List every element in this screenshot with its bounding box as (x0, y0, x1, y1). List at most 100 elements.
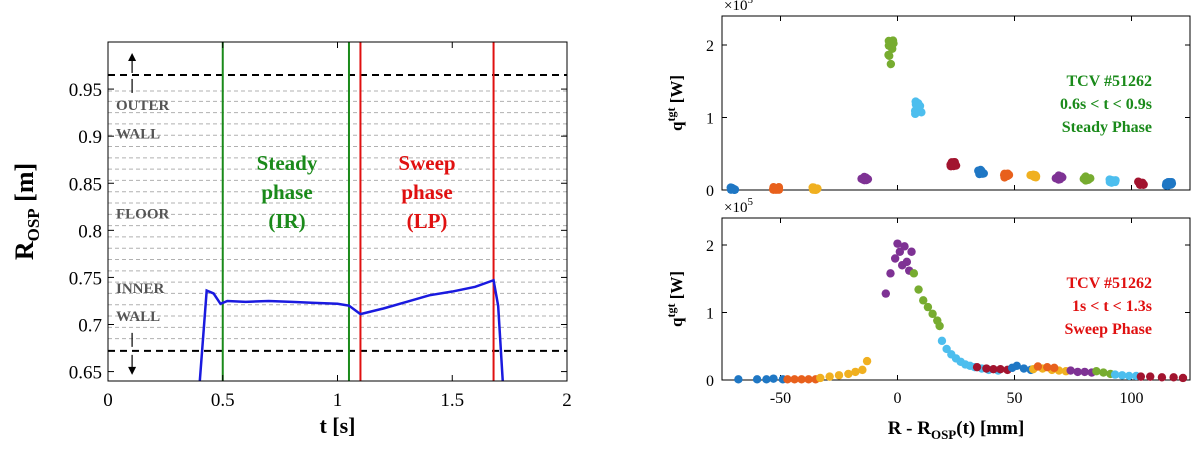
xtick-label-3: 100 (1120, 390, 1144, 407)
xtick-label-1: 0 (894, 390, 902, 407)
data-point-9-0 (1033, 362, 1043, 371)
x-axis-label: t [s] (319, 413, 355, 438)
data-point-2-0 (816, 373, 825, 383)
data-point-1-2 (797, 375, 806, 384)
data-point-5-0 (937, 336, 947, 346)
data-point-13-1 (1146, 372, 1155, 381)
data-point-5-8 (915, 101, 925, 111)
ytick-label-1: 1 (706, 306, 714, 323)
data-point-4-6 (884, 50, 893, 60)
data-point-7-2 (1019, 364, 1029, 373)
data-point-2-2 (834, 371, 844, 380)
data-point-12-2 (1124, 371, 1134, 381)
ytick-label-2: 2 (706, 238, 714, 255)
y-multiplier: ×105 (724, 0, 753, 14)
data-point-4-8 (884, 36, 894, 46)
data-point-9-1 (1043, 362, 1052, 372)
data-point-4-6 (935, 321, 944, 331)
annotation-line-0: TCV #51262 (1067, 73, 1153, 90)
data-point-4-3 (923, 302, 933, 312)
right-bottom-chart-sweep-phase: 0 1 2 -50 0 50 100 ×105 qtgt [W] TCV #51262 1s < t… (664, 196, 1191, 442)
data-point-0-8 (730, 185, 740, 194)
region-label-2-line2: WALL (116, 309, 160, 325)
data-point-6-2 (989, 365, 998, 374)
data-point-1-1 (790, 375, 799, 384)
ytick-label-6: 0.95 (69, 80, 102, 101)
data-point-11-0 (1092, 367, 1101, 376)
data-point-10-8 (1055, 174, 1065, 184)
ytick-label-3: 0.8 (78, 221, 102, 242)
y-axis-label: ROSP [m] (10, 163, 43, 260)
data-point-10-1 (1073, 367, 1082, 377)
data-point-0-1 (752, 375, 762, 384)
data-point-12-1 (1117, 371, 1127, 380)
data-point-3-3 (893, 239, 902, 248)
data-point-10-2 (1080, 367, 1089, 377)
data-point-3-0 (881, 289, 890, 298)
right-top-chart-steady-phase: 0 1 2 ×105 qtgt [W] TCV #51262 0.6s < t < 0.9s… (664, 0, 1191, 200)
annotation-line-0: TCV #51262 (1067, 275, 1153, 292)
data-point-2-3 (844, 369, 853, 379)
phase-label-1-1: phase (401, 180, 452, 204)
data-point-11-8 (1083, 174, 1092, 184)
data-point-0-0 (734, 375, 743, 384)
data-point-1-3 (804, 375, 813, 384)
annotation-line-1: 1s < t < 1.3s (1072, 298, 1152, 315)
data-point-3-6 (900, 242, 909, 251)
data-point-7-1 (1012, 361, 1022, 371)
x-axis-label: R - ROSP(t) [mm] (888, 418, 1025, 442)
data-point-14-8 (1167, 179, 1177, 188)
data-point-13-4 (1178, 373, 1188, 383)
data-point-1-0 (783, 375, 792, 384)
ytick-label-2: 0.75 (69, 268, 102, 289)
region-label-1: FLOOR (116, 206, 170, 222)
data-point-3-9 (907, 247, 916, 256)
data-point-7-8 (976, 165, 985, 175)
data-point-3-2 (890, 254, 900, 263)
data-point-6-3 (996, 365, 1005, 374)
data-point-3-7 (902, 257, 912, 267)
data-point-2-6 (862, 356, 872, 366)
phase-label-0-0: Steady (257, 151, 318, 175)
ytick-label-2: 2 (706, 38, 714, 55)
data-point-1-8 (771, 185, 780, 194)
ytick-label-0: 0 (706, 183, 714, 200)
rosp-series-line (198, 278, 504, 381)
region-label-0: OUTER (116, 98, 170, 114)
data-point-5-7 (911, 109, 920, 119)
xtick-label-4: 2 (562, 390, 572, 411)
data-point-13-8 (1134, 177, 1144, 187)
data-point-2-8 (808, 185, 818, 194)
data-point-4-4 (886, 59, 896, 69)
data-point-4-1 (914, 285, 923, 294)
ytick-label-0: 0.65 (69, 363, 102, 384)
left-plot-frame (107, 41, 568, 382)
xtick-label-2: 1 (333, 390, 343, 411)
xtick-label-2: 50 (1007, 390, 1023, 407)
data-point-6-1 (982, 364, 991, 373)
plot-frame (721, 15, 1191, 191)
region-label-2: INNER (116, 281, 165, 297)
data-point-10-0 (1066, 366, 1075, 375)
phase-label-1-0: Sweep (398, 151, 455, 175)
plot-frame (721, 217, 1191, 381)
xtick-label-0: 0 (103, 390, 113, 411)
data-point-0-2 (762, 375, 771, 384)
y-axis-label: qtgt [W] (664, 271, 686, 327)
region-label-0-line2: WALL (116, 126, 160, 142)
data-point-8-8 (1003, 171, 1012, 181)
ytick-label-1: 1 (706, 111, 714, 128)
xtick-label-0: -50 (770, 390, 791, 407)
ytick-label-0: 0 (706, 373, 714, 390)
phase-label-0-1: phase (261, 180, 312, 204)
data-point-12-0 (1110, 370, 1120, 379)
arrow-down-icon (128, 366, 137, 375)
data-point-6-8 (946, 160, 955, 169)
y-multiplier: ×105 (724, 196, 753, 216)
xtick-label-3: 1.5 (440, 390, 464, 411)
xtick-label-1: 0.5 (211, 390, 235, 411)
ytick-label-5: 0.9 (78, 127, 102, 148)
data-point-11-1 (1099, 368, 1108, 377)
data-point-3-1 (886, 269, 895, 278)
